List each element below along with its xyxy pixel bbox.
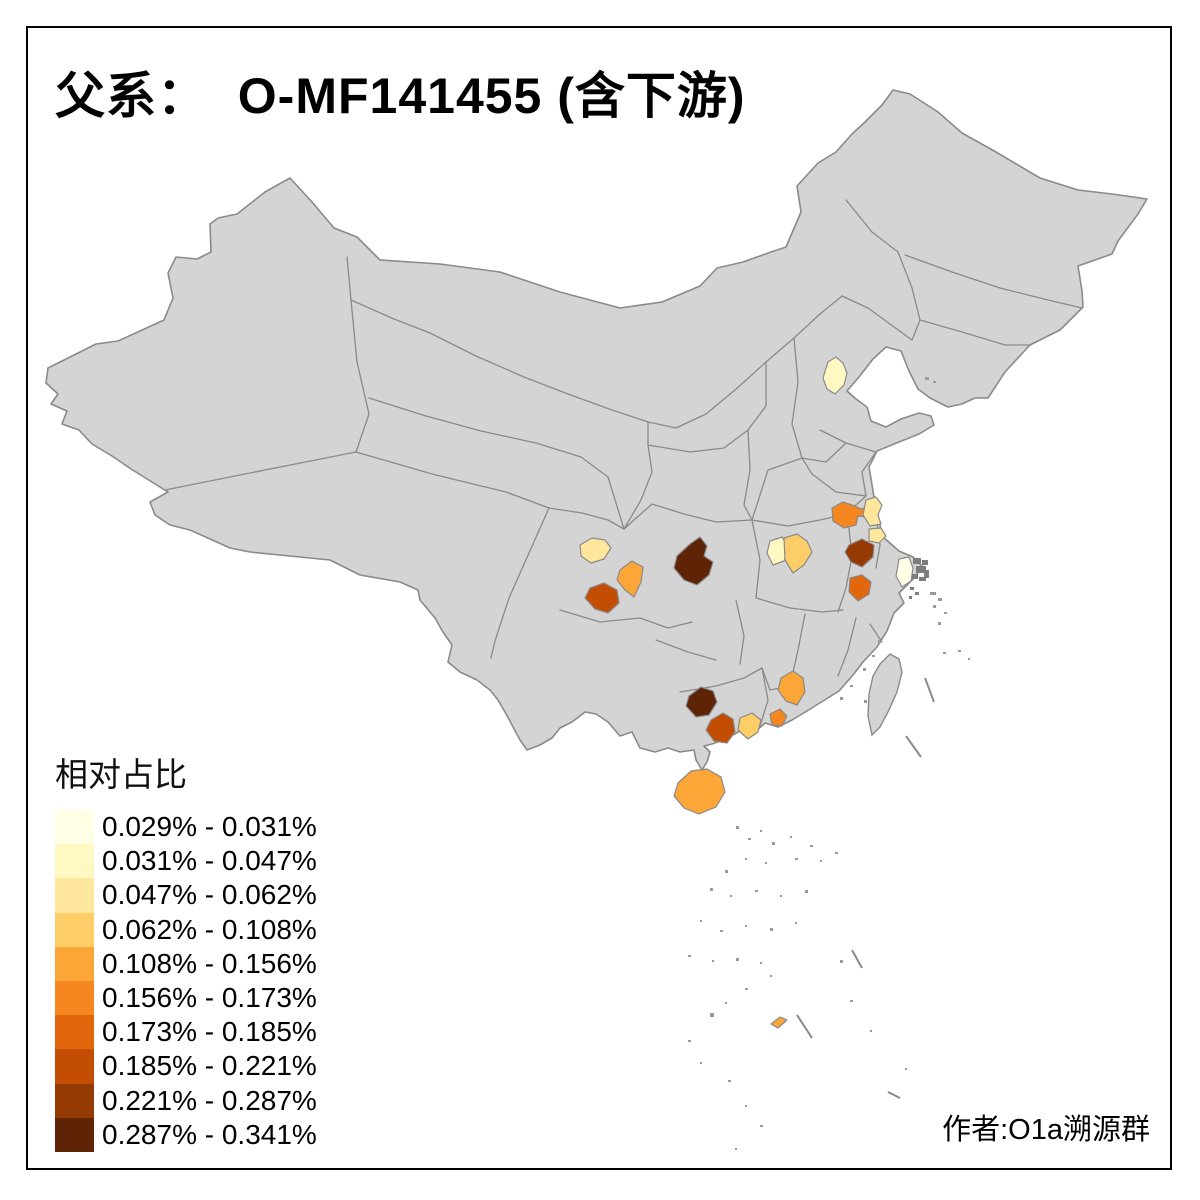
legend-row: 0.062% - 0.108% [55,912,395,947]
region-sichuan-chengdu [579,537,612,564]
legend-row: 0.047% - 0.062% [55,878,395,913]
legend-swatch [55,980,94,1016]
colored-regions [579,356,914,1029]
region-henan-east [862,496,883,527]
shanghai-island-cluster [909,558,929,599]
legend-label: 0.221% - 0.287% [102,1084,317,1116]
figure-title: 父系： O-MF141455 (含下游) [55,68,746,124]
legend-row: 0.287% - 0.341% [55,1117,395,1152]
region-henan-south [868,527,887,544]
region-guangdong-pearl [769,708,788,727]
region-beijing [822,356,848,395]
legend-swatch [55,1015,94,1050]
region-guangdong-west [737,712,762,740]
legend-swatch [55,878,94,913]
legend-title: 相对占比 [55,756,187,793]
legend-label: 0.031% - 0.047% [102,845,317,877]
legend-row: 0.221% - 0.287% [55,1083,395,1118]
legend: 相对占比 0.029% - 0.031% 0.031% - 0.047% 0.0… [55,748,395,1152]
region-xisha-islands [770,1016,788,1029]
china-mainland-outline [45,89,1148,771]
taiwan-island [867,653,903,737]
legend-swatch [55,1049,94,1084]
legend-row: 0.185% - 0.221% [55,1049,395,1084]
province-borders [164,199,1083,727]
legend-row: 0.156% - 0.173% [55,980,395,1016]
scattered-islands [688,377,970,1150]
region-zhejiang-north [895,556,914,588]
legend-label: 0.062% - 0.108% [102,913,317,945]
legend-swatch [55,810,94,845]
region-hubei-west [766,536,790,566]
legend-swatch [55,1117,94,1152]
region-guangdong-north [777,670,806,706]
legend-label: 0.108% - 0.156% [102,947,317,979]
legend-row: 0.173% - 0.185% [55,1015,395,1050]
region-anhui-north [844,538,875,568]
legend-row: 0.108% - 0.156% [55,946,395,981]
legend-swatch [55,912,94,947]
region-hainan [673,768,726,815]
legend-row: 0.031% - 0.047% [55,844,395,879]
legend-label: 0.047% - 0.062% [102,879,317,911]
legend-label: 0.185% - 0.221% [102,1050,317,1082]
legend-swatch [55,1083,94,1118]
region-anhui-southwest [848,574,872,602]
region-guizhou-south [685,686,718,718]
legend-swatch [55,946,94,981]
legend-row: 0.029% - 0.031% [55,810,395,845]
legend-label: 0.156% - 0.173% [102,982,317,1014]
attribution: 作者:O1a溯源群 [942,1114,1150,1146]
legend-label: 0.173% - 0.185% [102,1016,317,1048]
legend-swatch [55,844,94,879]
region-sichuan-south [584,582,620,614]
region-sichuan-central [616,560,644,598]
region-guangxi-southeast [705,712,736,744]
region-hubei-central [783,533,813,574]
island-chain-dashes [796,677,935,1099]
legend-label: 0.287% - 0.341% [102,1118,317,1150]
legend-label: 0.029% - 0.031% [102,811,317,843]
region-chongqing [673,536,714,586]
